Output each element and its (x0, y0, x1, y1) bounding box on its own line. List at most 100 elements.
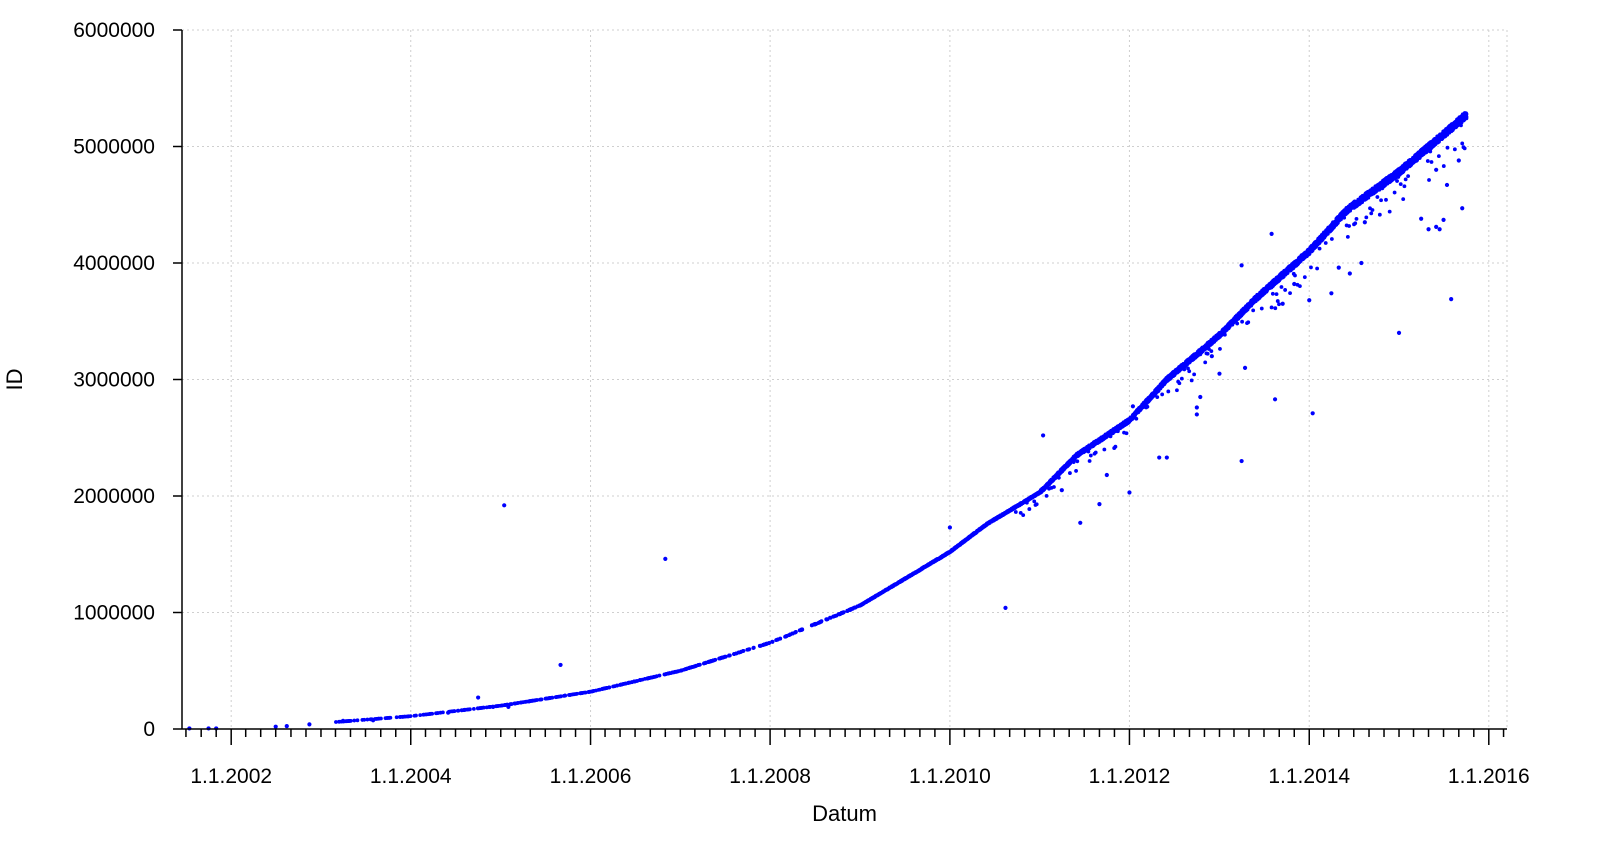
data-point (751, 645, 756, 650)
data-point (1075, 459, 1080, 464)
y-tick-label: 1000000 (73, 602, 155, 625)
data-point (698, 662, 702, 667)
outlier-point (1456, 158, 1461, 163)
data-point (1377, 212, 1382, 217)
data-point (1279, 285, 1284, 289)
data-point (1391, 175, 1396, 180)
x-tick-label: 1.1.2002 (190, 765, 272, 788)
data-point (1459, 123, 1463, 128)
data-point (1423, 149, 1428, 154)
y-tick-label: 0 (143, 718, 155, 741)
outlier-point (1280, 301, 1285, 306)
data-point (1155, 395, 1160, 400)
data-point (1401, 197, 1406, 202)
data-point (456, 708, 461, 713)
data-point (1056, 475, 1061, 480)
data-point (1451, 126, 1456, 131)
data-point (1156, 389, 1161, 393)
data-point (352, 718, 357, 723)
outlier-point (1059, 488, 1064, 493)
x-tick-label: 1.1.2006 (550, 765, 632, 788)
outlier-point (1336, 265, 1341, 270)
data-point (1068, 471, 1072, 475)
outlier-point (1209, 354, 1214, 359)
data-point (535, 698, 540, 702)
data-point (1369, 211, 1374, 216)
data-point (770, 640, 775, 644)
data-point (388, 715, 393, 720)
data-point (1452, 147, 1457, 152)
x-tick-label: 1.1.2004 (370, 765, 452, 788)
outlier-point (1449, 297, 1454, 302)
y-tick-label: 3000000 (73, 369, 155, 392)
data-point (1323, 241, 1328, 245)
data-point (1198, 352, 1203, 357)
data-point (1460, 141, 1465, 146)
data-point (828, 615, 832, 620)
outlier-point (1194, 405, 1199, 410)
data-point (1261, 290, 1265, 295)
data-point (348, 718, 353, 723)
data-point (1087, 459, 1092, 463)
y-tick-label: 2000000 (73, 485, 155, 508)
data-point (1298, 284, 1302, 289)
outlier-point (1239, 263, 1244, 268)
data-point (1387, 209, 1392, 214)
data-point (1074, 469, 1078, 473)
data-point (1464, 116, 1469, 121)
data-point (1017, 503, 1022, 508)
outlier-point (1434, 224, 1439, 229)
data-point (334, 720, 338, 724)
data-point (1385, 180, 1390, 185)
data-point (1309, 265, 1313, 270)
outlier-point (1419, 216, 1424, 221)
x-tick-label: 1.1.2014 (1268, 765, 1350, 788)
y-tick-label: 5000000 (73, 136, 155, 159)
data-point (408, 714, 413, 719)
data-point (767, 641, 772, 645)
outlier-point (1426, 227, 1431, 232)
data-point (713, 657, 718, 662)
data-point (1027, 507, 1032, 511)
data-point (1205, 351, 1210, 356)
data-point (1024, 500, 1029, 505)
data-point (1395, 179, 1399, 183)
data-point (365, 717, 370, 722)
data-point (723, 654, 728, 659)
data-point (1264, 287, 1269, 292)
data-point (1200, 347, 1205, 352)
data-point (1402, 184, 1407, 189)
data-point (1134, 416, 1139, 421)
data-point (607, 685, 612, 690)
data-point (1428, 149, 1433, 154)
data-point (1211, 338, 1216, 342)
data-point (430, 711, 435, 716)
data-point (1034, 502, 1039, 507)
outlier-point (1198, 394, 1203, 400)
data-point (615, 683, 620, 688)
data-point (1108, 434, 1113, 439)
outlier-point (1362, 220, 1367, 225)
outlier-point (1104, 472, 1109, 478)
data-point (575, 691, 579, 696)
outlier-point (1292, 281, 1297, 287)
outlier-point (1242, 365, 1248, 370)
data-point (1273, 306, 1278, 311)
data-point (1412, 159, 1417, 164)
data-point (1277, 302, 1281, 307)
data-point (1086, 449, 1091, 454)
data-point (1406, 174, 1411, 179)
x-tick-label: 1.1.2012 (1089, 765, 1171, 788)
outlier-point (1396, 330, 1402, 335)
outlier-point (284, 723, 289, 729)
outlier-point (1272, 397, 1278, 402)
data-point (1375, 195, 1380, 199)
data-point (1274, 292, 1279, 297)
data-point (1124, 431, 1129, 436)
outlier-point (307, 722, 312, 727)
data-point (1347, 224, 1351, 228)
data-point (1235, 321, 1240, 326)
outlier-point (1347, 271, 1352, 276)
y-tick-label: 6000000 (73, 19, 155, 42)
